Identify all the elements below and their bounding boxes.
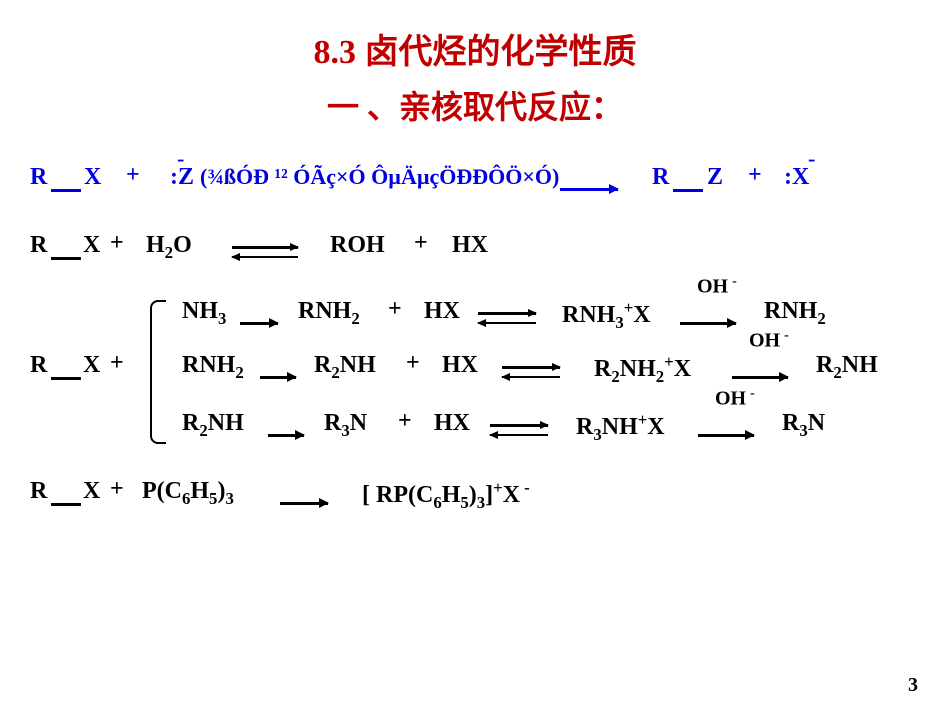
section-title: 8.3 卤代烃的化学性质 <box>0 24 950 73</box>
plus2: + <box>748 162 762 189</box>
r: R <box>30 164 47 191</box>
z-minus: - <box>177 146 184 172</box>
x-leaving: :X <box>784 164 809 191</box>
arrow-icon <box>560 175 618 202</box>
page-number: 3 <box>908 674 918 697</box>
x-minus: - <box>808 146 815 172</box>
z2: Z <box>707 164 723 191</box>
subsection-title: 一 、亲核取代反应： <box>0 82 950 128</box>
z-desc: (¾ßÓÐ ¹² ÓÃç×Ó ÔµÄµçÖÐÐÔÖ×Ó) <box>200 164 559 190</box>
r2: R <box>652 164 669 191</box>
equilibrium-arrow-icon <box>232 244 298 260</box>
plus: + <box>126 162 140 189</box>
brace-icon <box>150 300 166 444</box>
x: X <box>84 164 101 191</box>
